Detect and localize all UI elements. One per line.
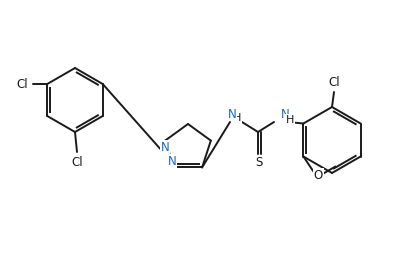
Text: Cl: Cl — [16, 77, 28, 90]
Text: N: N — [161, 141, 170, 154]
Text: N: N — [228, 107, 236, 120]
Text: H: H — [286, 115, 294, 125]
Text: S: S — [255, 156, 263, 169]
Text: Cl: Cl — [328, 75, 340, 88]
Text: N: N — [168, 155, 176, 168]
Text: H: H — [233, 113, 241, 123]
Text: Cl: Cl — [71, 155, 83, 168]
Text: O: O — [314, 169, 323, 182]
Text: N: N — [280, 107, 289, 120]
